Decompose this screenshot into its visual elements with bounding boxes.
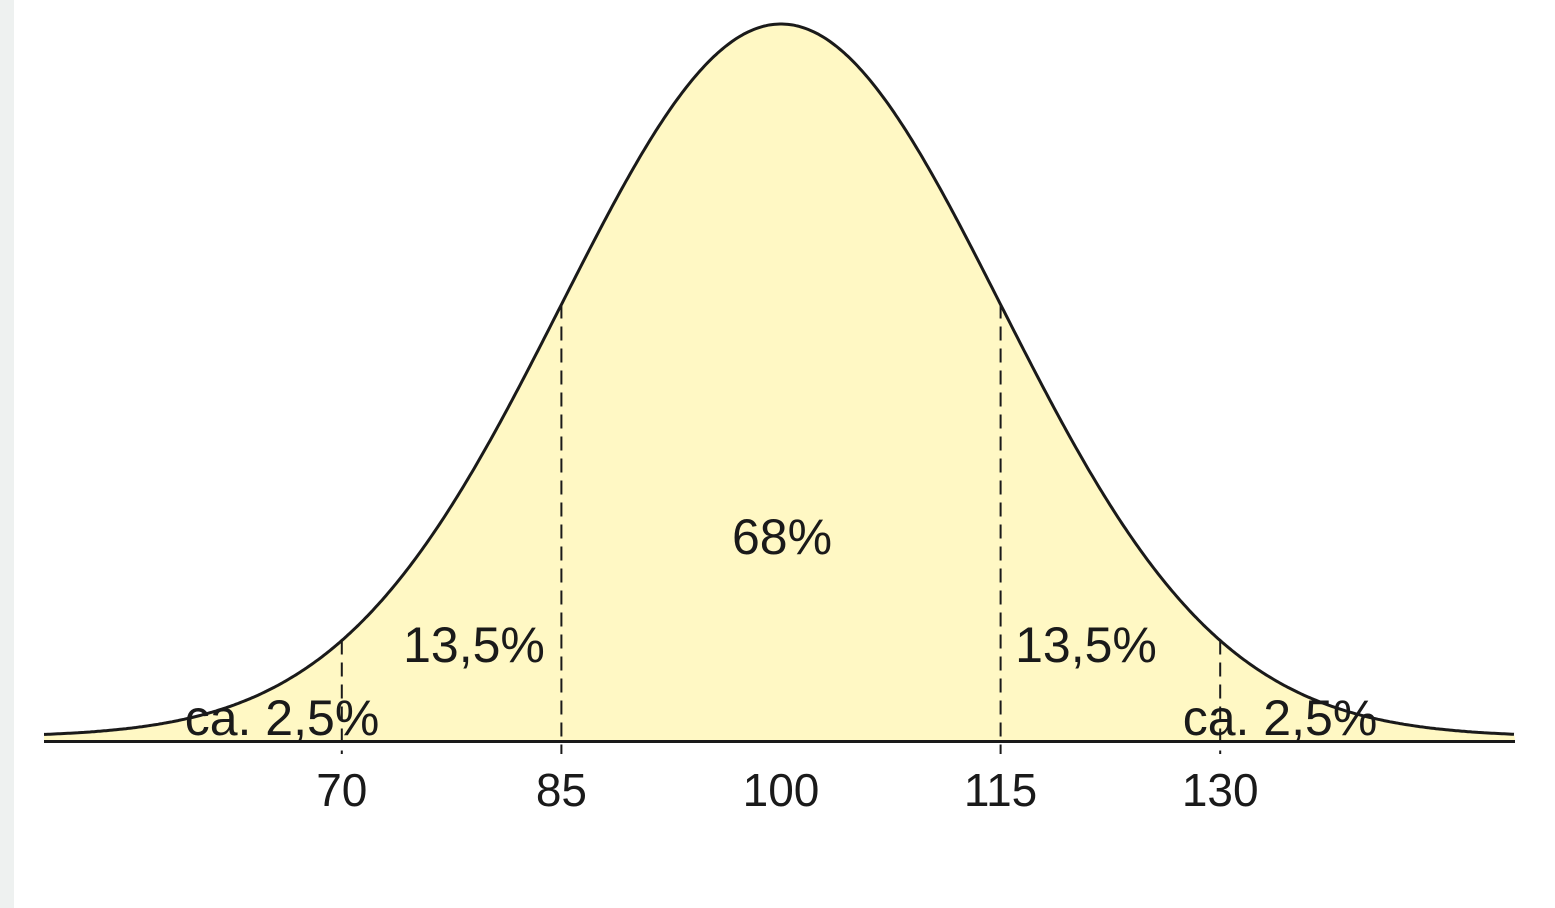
left-edge-strip: [0, 0, 14, 908]
boundary-lines: [340, 304, 1222, 754]
x-tick-labels: 70 85 100 115 130: [316, 764, 1258, 816]
region-labels: ca. 2,5% 13,5% 68% 13,5% ca. 2,5%: [185, 509, 1378, 746]
region-label-0: ca. 2,5%: [185, 690, 380, 746]
curve-area-fill: [44, 24, 1515, 740]
tick-label-115: 115: [964, 764, 1037, 816]
region-label-1: 13,5%: [403, 617, 545, 673]
tick-label-85: 85: [536, 764, 587, 816]
bell-curve-line: [44, 22, 1515, 736]
tick-label-70: 70: [316, 764, 367, 816]
region-label-3: 13,5%: [1015, 617, 1157, 673]
region-label-2: 68%: [732, 509, 832, 565]
region-label-4: ca. 2,5%: [1183, 690, 1378, 746]
tick-label-130: 130: [1182, 764, 1259, 816]
tick-label-100: 100: [743, 764, 820, 816]
